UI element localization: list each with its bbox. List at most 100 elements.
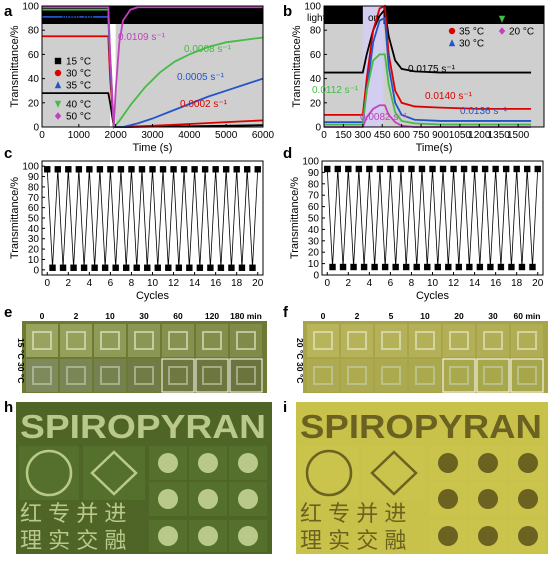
- chart-d-point-low-17: [508, 263, 515, 271]
- chart-c-point-high-4: [86, 166, 93, 173]
- panel-i-bird-icon: [478, 526, 498, 546]
- panel-f-pattern-1-4: [449, 366, 469, 385]
- panel-f-cell-0-6: [511, 324, 543, 357]
- chart-d-point-high-4: [366, 165, 373, 173]
- chart-d-point-high-3: [355, 165, 363, 173]
- panel-f-time-6: 60 min: [514, 311, 541, 321]
- panel-h-photo: SPIROPYRAN 红 专 并 进 理 实 交 融: [16, 402, 272, 554]
- chart-b-legend-marker-1: [448, 15, 456, 23]
- chart-a-ytick-label-2: 40: [28, 74, 40, 85]
- chart-b-ylabel: Transmittance/%: [291, 25, 303, 107]
- chart-c-point-low-2: [70, 264, 77, 271]
- panel-e-time-1: 2: [74, 311, 79, 321]
- chart-c-point-low-13: [186, 264, 193, 271]
- panel-f-pattern-0-1: [347, 331, 367, 350]
- chart-b-on: on: [368, 13, 379, 24]
- chart-c-ytick-label-4: 40: [28, 224, 40, 235]
- panel-h-word: SPIROPYRAN: [20, 408, 266, 445]
- panel-f-pattern-1-0: [313, 366, 333, 385]
- chart-b-xtick-label-9: 1350: [488, 130, 511, 141]
- panel-e-cell-0-6: [230, 324, 262, 357]
- panel-f-row-1: 20 °C: [295, 338, 305, 359]
- panel-label-d: d: [283, 145, 292, 162]
- chart-a-annotations: light off on light off 0.0109 s⁻¹ 0.0008…: [62, 13, 232, 110]
- panel-label-f: f: [283, 304, 289, 321]
- chart-c-xtick-label-2: 4: [87, 278, 93, 289]
- chart-c-point-high-18: [233, 166, 240, 173]
- chart-b-top-band-2: [383, 6, 544, 24]
- chart-a-xtick-label-3: 3000: [141, 130, 164, 141]
- chart-d-point-low-15: [487, 263, 494, 271]
- panel-f-time-1: 2: [355, 311, 360, 321]
- chart-c-point-low-8: [133, 264, 140, 271]
- chart-d-point-high-12: [450, 165, 457, 173]
- panel-i-flame-icon: [518, 489, 538, 509]
- chart-c-xtick-label-1: 2: [66, 278, 72, 289]
- chart-b-ytick-label-2: 40: [310, 74, 322, 85]
- chart-a-ylabel: Transmittance/%: [9, 25, 21, 107]
- panel-f-pattern-0-3: [415, 331, 435, 350]
- panel-i-duck-icon: [438, 526, 458, 546]
- panel-f-pattern-0-4: [449, 331, 469, 350]
- chart-c-point-low-5: [101, 264, 109, 271]
- chart-b-rate-3: 0.0140 s⁻¹: [425, 91, 473, 102]
- chart-d-point-high-5: [376, 165, 384, 173]
- chart-c-point-low-0: [49, 264, 56, 271]
- panel-i-photo: SPIROPYRAN 红 专 并 进 理 实 交 融: [296, 402, 548, 554]
- chart-d-point-low-4: [371, 263, 378, 271]
- chart-d-point-low-1: [339, 263, 347, 271]
- chart-a-xtick-label-2: 2000: [105, 130, 128, 141]
- chart-a-xtick-label-5: 5000: [215, 130, 238, 141]
- chart-a-on: on: [110, 13, 121, 24]
- chart-a-xtick-label-0: 0: [39, 130, 45, 141]
- chart-c-point-low-4: [91, 264, 98, 271]
- chart-b-annotations: light off on light off 0.0175 s⁻¹ 0.0112…: [307, 13, 508, 123]
- panel-e-cell-1-0: [26, 359, 58, 392]
- chart-c-ytick-label-10: 100: [22, 162, 39, 173]
- chart-a-dark-region-2: [115, 6, 264, 127]
- chart-c-point-high-6: [107, 166, 114, 173]
- chart-b-legend-marker-2: [448, 27, 456, 35]
- chart-c-point-high-2: [65, 166, 72, 173]
- chart-d-point-high-7: [397, 165, 405, 173]
- chart-d-ytick-label-9: 90: [308, 168, 320, 179]
- panel-f-time-5: 30: [488, 311, 498, 321]
- panel-e-pattern-1-4: [168, 366, 188, 385]
- chart-d-point-high-19: [524, 165, 531, 173]
- chart-b-rate-1: 0.0175 s⁻¹: [408, 64, 456, 75]
- panel-f-cell-0-4: [443, 324, 475, 357]
- chart-a-rate-2: 0.0008 s⁻¹: [184, 44, 232, 55]
- panel-label-h: h: [4, 399, 13, 416]
- chart-d-point-high-6: [387, 165, 394, 173]
- panel-e-row-1: 15 °C: [16, 338, 26, 359]
- chart-a-light-off-1: light off: [62, 13, 94, 24]
- panel-e-cell-1-4: [161, 358, 195, 393]
- chart-a-rate-3: 0.0005 s⁻¹: [177, 72, 225, 83]
- chart-b-on-region: [362, 6, 384, 127]
- panel-e-time-4: 60: [173, 311, 183, 321]
- chart-b-legend-marker-5: [498, 27, 506, 35]
- chart-a-ytick-label-3: 60: [28, 50, 40, 61]
- panel-e-pattern-0-4: [168, 331, 188, 350]
- chart-d-ytick-label-4: 40: [308, 225, 320, 236]
- chart-b-ytick-label-0: 0: [315, 123, 321, 134]
- chart-d-point-low-16: [497, 263, 505, 271]
- panel-f-cell-1-6: [510, 358, 544, 393]
- chart-d-point-high-0: [324, 165, 331, 173]
- chart-d-point-low-0: [329, 263, 336, 271]
- chart-b-series-2-line: [324, 4, 532, 116]
- chart-a-legend-marker-3: [54, 81, 62, 89]
- chart-c-ytick-label-3: 30: [28, 234, 40, 245]
- panel-f-cell-0-5: [477, 324, 509, 357]
- panel-e-cell-0-5: [196, 324, 228, 357]
- chart-c-ytick-label-6: 60: [28, 203, 40, 214]
- chart-d-point-low-18: [518, 263, 526, 271]
- chart-b-legend-label-1: 40 °C: [459, 15, 484, 26]
- chart-b-rate-4: 0.0136 s⁻¹: [460, 106, 508, 117]
- panel-h-chars-row2: 理 实 交 融: [20, 528, 126, 553]
- panel-f-pattern-0-2: [381, 331, 401, 350]
- panel-e-time-6: 180 min: [230, 311, 262, 321]
- chart-a-legend-label-5: 50 °C: [66, 112, 91, 123]
